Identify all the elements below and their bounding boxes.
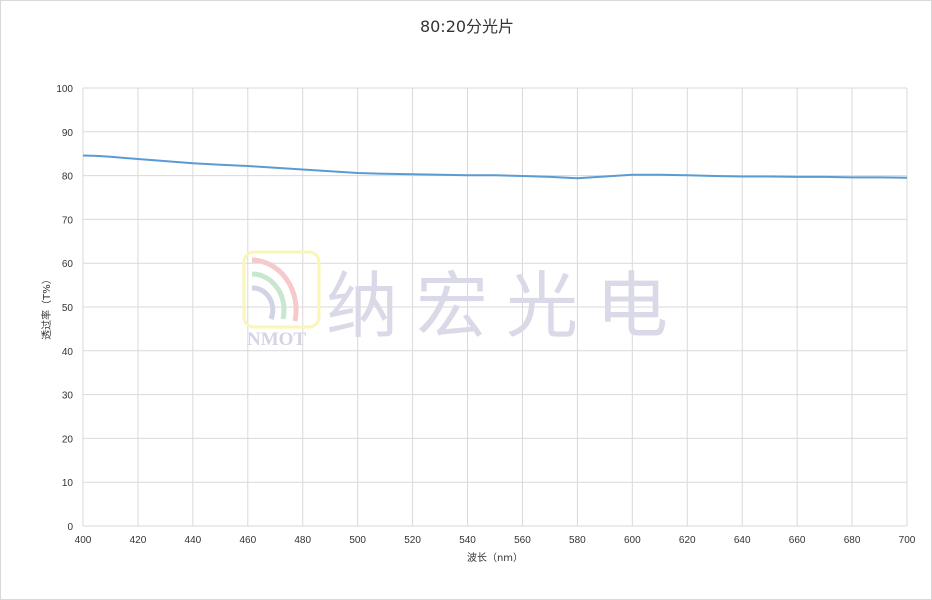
x-tick-label: 400 bbox=[75, 535, 92, 546]
x-tick-label: 520 bbox=[404, 535, 421, 546]
x-tick-label: 640 bbox=[734, 535, 751, 546]
y-tick-label: 30 bbox=[62, 391, 74, 402]
watermark-logo-text: NMOT bbox=[247, 329, 306, 350]
x-tick-label: 440 bbox=[185, 535, 202, 546]
y-tick-label: 70 bbox=[62, 215, 74, 226]
y-axis-label: 透过率（T%） bbox=[40, 274, 53, 340]
x-tick-label: 500 bbox=[349, 535, 366, 546]
watermark-company: 纳宏光电 bbox=[326, 264, 686, 348]
x-tick-label: 600 bbox=[624, 535, 641, 546]
watermark-arc-red bbox=[251, 257, 299, 322]
x-tick-label: 580 bbox=[569, 535, 586, 546]
x-tick-label: 420 bbox=[130, 535, 147, 546]
chart-title: 80:20分光片 bbox=[420, 17, 514, 36]
y-tick-label: 0 bbox=[67, 522, 73, 533]
series-line bbox=[82, 154, 908, 180]
y-tick-label: 90 bbox=[62, 128, 74, 139]
watermark: NMOT 纳宏光电 bbox=[242, 250, 686, 350]
x-tick-label: 700 bbox=[899, 535, 916, 546]
y-tick-label: 10 bbox=[62, 478, 74, 489]
x-tick-label: 480 bbox=[294, 535, 311, 546]
watermark-arc-blue bbox=[251, 285, 276, 320]
x-tick-label: 460 bbox=[239, 535, 256, 546]
y-tick-label: 80 bbox=[62, 172, 74, 183]
x-tick-label: 540 bbox=[459, 535, 476, 546]
x-tick-label: 680 bbox=[844, 535, 861, 546]
y-tick-label: 60 bbox=[62, 259, 74, 270]
watermark-logo-frame bbox=[242, 250, 321, 329]
y-tick-label: 100 bbox=[56, 84, 73, 95]
x-tick-label: 620 bbox=[679, 535, 696, 546]
y-tick-label: 20 bbox=[62, 434, 74, 445]
x-tick-label: 560 bbox=[514, 535, 531, 546]
y-tick-label: 40 bbox=[62, 347, 74, 358]
y-tick-label: 50 bbox=[62, 303, 74, 314]
x-axis-label: 波长（nm） bbox=[467, 551, 523, 564]
x-tick-label: 660 bbox=[789, 535, 806, 546]
watermark-arc-green bbox=[251, 271, 287, 320]
